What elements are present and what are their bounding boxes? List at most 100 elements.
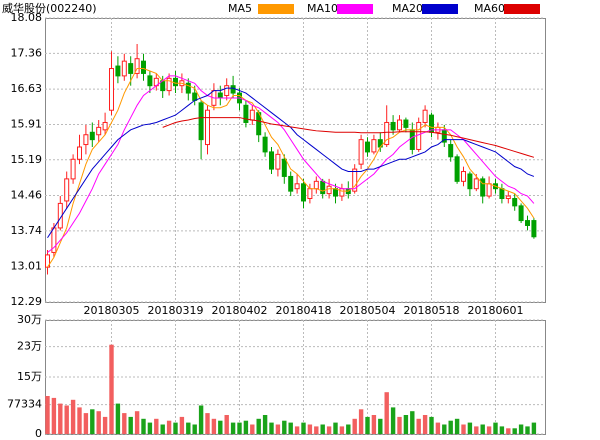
candle-body: [301, 183, 306, 202]
candle-body: [128, 63, 134, 74]
volume-bar: [275, 424, 281, 434]
volume-bar: [454, 418, 460, 434]
candle-body: [77, 146, 82, 160]
volume-bar: [314, 426, 319, 434]
candle-body: [269, 151, 274, 170]
candle-body: [397, 119, 402, 131]
candle-body: [249, 109, 255, 121]
volume-bar: [64, 405, 69, 434]
candle-body: [525, 220, 530, 226]
candle-body: [217, 92, 223, 99]
volume-bar: [147, 422, 153, 434]
candle-body: [454, 156, 460, 182]
candle-body: [96, 126, 102, 136]
y-tick-label: 15.19: [11, 153, 43, 166]
volume-bar: [410, 411, 415, 434]
candle-body: [518, 205, 524, 222]
candle-body: [205, 109, 210, 146]
candle-body: [134, 58, 140, 74]
x-tick-label: 20180418: [276, 304, 332, 317]
volume-bar: [403, 415, 409, 434]
volume-bar: [493, 422, 498, 434]
volume-bar: [282, 420, 287, 434]
volume-bar: [269, 422, 274, 434]
candle-body: [192, 92, 198, 101]
candle-body: [70, 158, 76, 180]
candle-body: [102, 121, 108, 131]
volume-bar: [58, 403, 63, 434]
volume-bar: [326, 426, 332, 434]
legend-label: MA10: [307, 2, 338, 15]
candle-body: [243, 104, 249, 123]
ma-line: [47, 87, 535, 239]
volume-bar: [358, 409, 364, 434]
candle-body: [365, 141, 370, 153]
candle-body: [109, 68, 114, 111]
legend-swatch: [337, 4, 373, 14]
candle-body: [281, 158, 287, 177]
candle-body: [333, 188, 338, 197]
volume-bar: [307, 424, 313, 434]
candle-body: [371, 139, 377, 153]
volume-bar: [320, 424, 325, 434]
volume-bar: [109, 344, 114, 434]
volume-bar: [45, 396, 50, 434]
candle-body: [275, 153, 281, 170]
candle-body: [173, 77, 178, 87]
x-tick-label: 20180518: [404, 304, 460, 317]
y-tick-label: 16.63: [11, 82, 43, 95]
candle-body: [89, 131, 95, 141]
candle-body: [480, 178, 486, 197]
candle-body: [294, 183, 300, 190]
y-tick-label: 13.74: [11, 224, 43, 237]
y-tick-label: 23万: [17, 340, 42, 353]
legend-swatch: [422, 4, 458, 14]
volume-bar: [512, 428, 517, 434]
chart-title: 威华股份(002240): [2, 1, 97, 15]
volume-bar: [352, 418, 357, 434]
volume-bar: [346, 424, 351, 434]
volume-bar: [243, 420, 249, 434]
volume-bar: [186, 422, 191, 434]
volume-bar: [294, 426, 300, 434]
candle-body: [166, 77, 172, 92]
price-frame: [45, 18, 546, 303]
volume-bar: [371, 415, 377, 434]
volume-bar: [390, 407, 396, 434]
candle-body: [448, 144, 454, 158]
x-tick-label: 20180305: [84, 304, 140, 317]
candle-body: [422, 109, 428, 123]
volume-bar: [160, 424, 165, 434]
candle-body: [230, 85, 236, 94]
candle-body: [320, 180, 326, 195]
candle-body: [198, 102, 204, 141]
candle-body: [262, 136, 268, 153]
volume-bar: [518, 424, 524, 434]
y-tick-label: 17.36: [11, 46, 43, 59]
y-tick-label: 18.08: [11, 11, 43, 24]
volume-bar: [333, 422, 338, 434]
x-tick-label: 20180319: [148, 304, 204, 317]
volume-bar: [211, 418, 217, 434]
volume-bar: [224, 415, 229, 434]
volume-bar: [205, 413, 210, 434]
volume-bar: [531, 422, 537, 434]
volume-bar: [70, 399, 76, 434]
candle-body: [307, 188, 313, 200]
ma-line: [47, 75, 535, 253]
candle-body: [467, 173, 473, 190]
legend-label: MA20: [392, 2, 423, 15]
y-tick-label: 0: [35, 427, 42, 440]
volume-bar: [128, 416, 133, 434]
volume-bar: [237, 422, 242, 434]
volume-bar: [90, 409, 95, 434]
ma-line: [47, 68, 535, 268]
candle-body: [486, 183, 492, 197]
legend-label: MA5: [228, 2, 252, 15]
volume-bar: [166, 420, 172, 434]
volume-bar: [429, 416, 434, 434]
candle-body: [147, 75, 153, 87]
volume-bar: [192, 424, 197, 434]
volume-bar: [467, 422, 473, 434]
